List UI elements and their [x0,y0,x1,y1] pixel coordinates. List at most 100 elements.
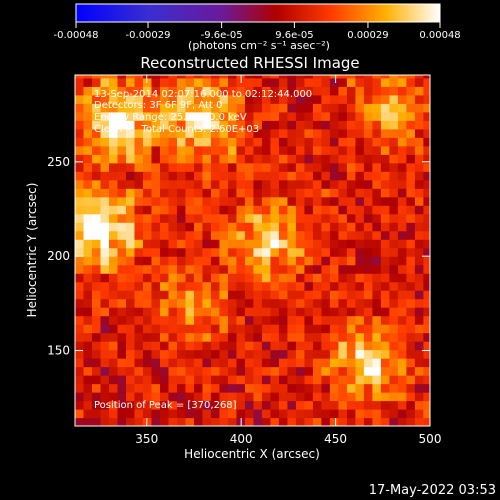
heatmap-cell [380,239,391,249]
heatmap-cell [346,94,357,104]
heatmap-cell [253,375,263,385]
heatmap-cell [414,341,424,351]
heatmap-cell [185,315,195,325]
heatmap-cell [185,247,195,257]
heatmap-cell [117,264,127,274]
heatmap-cell [142,273,153,283]
heatmap-cell [193,349,204,359]
heatmap-cell [75,128,85,138]
heatmap-cell [83,213,93,223]
heatmap-cell [295,94,306,104]
heatmap-cell [91,256,102,266]
heatmap-cell [151,222,161,232]
heatmap-cell [202,196,212,206]
heatmap-cell [168,409,178,419]
heatmap-cell [363,86,374,96]
heatmap-cell [287,247,297,257]
heatmap-cell [312,120,323,130]
heatmap-cell [202,77,212,87]
heatmap-cell [295,77,306,87]
heatmap-cell [414,315,424,325]
heatmap-cell [253,103,263,113]
heatmap-cell [406,171,416,181]
heatmap-cell [142,332,153,342]
heatmap-cell [108,273,119,283]
heatmap-cell [261,222,272,232]
heatmap-cell [100,137,110,147]
heatmap-cell [185,213,195,223]
heatmap-cell [329,307,340,317]
heatmap-cell [227,273,238,283]
heatmap-cell [134,324,144,334]
heatmap-cell [423,128,430,138]
heatmap-cell [380,205,391,215]
heatmap-cell [389,222,399,232]
heatmap-cell [414,409,424,419]
heatmap-cell [253,86,263,96]
heatmap-cell [210,290,221,300]
heatmap-cell [295,324,306,334]
heatmap-cell [227,205,238,215]
heatmap-cell [423,332,430,342]
heatmap-cell [312,205,323,215]
heatmap-cell [91,120,102,130]
heatmap-cell [321,213,331,223]
heatmap-cell [100,120,110,130]
heatmap-cell [338,247,348,257]
heatmap-cell [236,383,246,393]
heatmap-cell [346,264,357,274]
heatmap-cell [193,298,204,308]
heatmap-cell [185,349,195,359]
heatmap-cell [193,75,204,79]
heatmap-cell [108,120,119,130]
heatmap-cell [253,400,263,410]
heatmap-cell [108,162,119,172]
heatmap-cell [151,324,161,334]
heatmap-cell [210,349,221,359]
heatmap-cell [312,324,323,334]
heatmap-cell [397,75,407,79]
heatmap-cell [278,230,289,240]
heatmap-cell [117,358,127,368]
heatmap-cell [304,307,314,317]
heatmap-cell [193,145,204,155]
heatmap-cell [151,298,161,308]
heatmap-cell [312,145,323,155]
heatmap-cell [236,205,246,215]
heatmap-cell [125,332,136,342]
heatmap-cell [278,247,289,257]
heatmap-cell [355,145,365,155]
heatmap-cell [193,213,204,223]
heatmap-cell [236,298,246,308]
heatmap-cell [363,417,374,426]
heatmap-cell [253,264,263,274]
heatmap-cell [287,307,297,317]
heatmap-cell [321,264,331,274]
heatmap-cell [108,417,119,426]
heatmap-cell [134,188,144,198]
heatmap-cell [312,307,323,317]
heatmap-cell [219,247,229,257]
heatmap-cell [287,205,297,215]
heatmap-cell [159,103,170,113]
heatmap-cell [244,213,255,223]
heatmap-cell [244,366,255,376]
heatmap-cell [134,307,144,317]
heatmap-cell [253,256,263,266]
heatmap-cell [372,128,382,138]
heatmap-cell [355,341,365,351]
heatmap-cell [329,128,340,138]
heatmap-cell [253,120,263,130]
heatmap-cell [312,230,323,240]
heatmap-cell [295,375,306,385]
heatmap-cell [125,290,136,300]
heatmap-cell [227,103,238,113]
heatmap-cell [397,137,407,147]
heatmap-cell [142,341,153,351]
heatmap-cell [312,239,323,249]
heatmap-cell [125,196,136,206]
heatmap-cell [168,400,178,410]
heatmap-cell [134,290,144,300]
heatmap-cell [380,383,391,393]
heatmap-cell [75,315,85,325]
